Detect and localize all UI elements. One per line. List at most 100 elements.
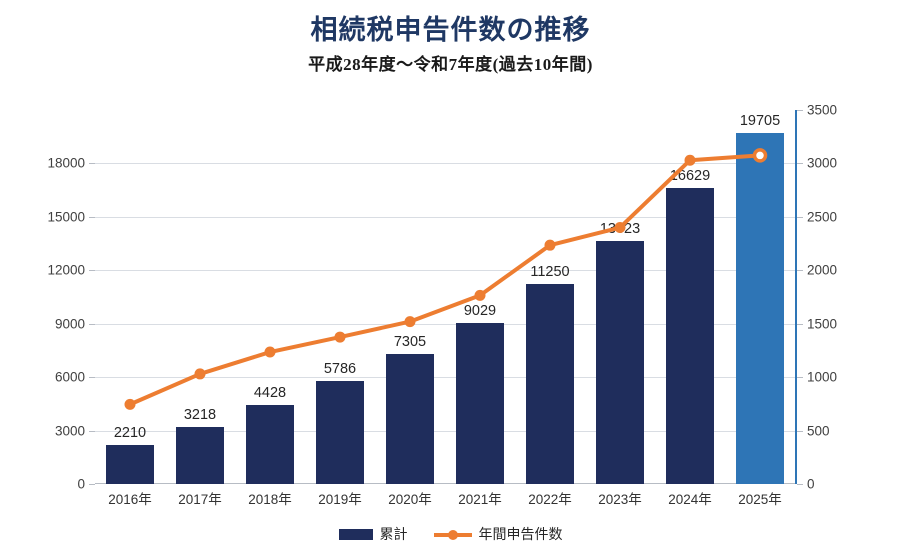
bar[interactable] (246, 405, 294, 484)
bar-slot: 13623 (585, 110, 655, 484)
gridline (95, 216, 795, 218)
right-axis-tickmark (797, 323, 803, 325)
left-axis-tickmark (89, 323, 95, 325)
line-data-point[interactable] (334, 331, 346, 343)
legend-bar-swatch-icon (338, 528, 373, 540)
line-data-point[interactable] (684, 154, 696, 166)
category-label: 2021年 (458, 492, 502, 507)
left-axis-tickmark (89, 163, 95, 165)
line-series-annual (124, 148, 768, 410)
category-label: 2023年 (598, 492, 642, 507)
bar-value-label: 2210 (113, 424, 147, 441)
bar-slot: 9029 (445, 110, 515, 484)
bar-value-label: 7305 (393, 333, 427, 350)
bar[interactable] (526, 283, 574, 484)
right-axis-tickmark (797, 216, 803, 218)
right-axis-line (795, 110, 797, 484)
gridline (95, 323, 795, 325)
category-label: 2019年 (318, 492, 362, 507)
line-path (128, 153, 762, 407)
bar-series-累計: 2210 3218 4428 5786 7305 9029 11250 1362316629 1… (95, 110, 795, 484)
bar-value-label: 19705 (739, 113, 781, 130)
line-data-point[interactable] (124, 398, 136, 410)
left-axis-tickmark (89, 430, 95, 432)
bar-slot: 5786 (305, 110, 375, 484)
bar[interactable] (666, 187, 714, 484)
bar-slot: 16629 (655, 110, 725, 484)
left-axis-tickmark (89, 270, 95, 272)
legend-label-cumulative: 累計 (379, 526, 408, 542)
chart-legend: 累計 年間申告件数 (0, 524, 901, 544)
line-data-point[interactable] (752, 148, 768, 163)
left-axis-tick: 12000 (47, 262, 85, 278)
right-axis-tick: 500 (807, 423, 830, 439)
legend-line-marker-icon (433, 529, 472, 540)
bar-value-label: 11250 (530, 263, 570, 280)
bar-value-label: 4428 (253, 385, 287, 402)
right-axis-tickmark (797, 110, 803, 111)
legend-item-annual[interactable]: 年間申告件数 (433, 524, 563, 544)
line-data-point[interactable] (194, 368, 206, 380)
bar-slot: 4428 (235, 110, 305, 484)
gridlines (95, 110, 795, 484)
right-axis-tickmark (797, 430, 803, 432)
right-axis-tick: 1500 (807, 316, 838, 332)
category-label: 2018年 (248, 492, 292, 507)
category-label: 2017年 (178, 492, 222, 507)
bar-slot: 11250 (515, 110, 585, 484)
legend-label-annual: 年間申告件数 (478, 526, 563, 542)
gridline (95, 163, 795, 165)
bar[interactable] (106, 444, 154, 484)
bar[interactable] (316, 380, 364, 484)
line-data-point[interactable] (474, 289, 486, 301)
gridline (95, 270, 795, 272)
bar-slot: 3218 (165, 110, 235, 484)
legend-item-cumulative[interactable]: 累計 (338, 524, 408, 544)
bar-value-label: 9029 (463, 303, 497, 320)
chart-subtitle: 平成28年度〜令和7年度(過去10年間) (308, 55, 593, 74)
right-axis-tickmark (797, 484, 803, 485)
line-data-point[interactable] (544, 239, 556, 251)
category-axis: 2016年 2017年 2018年 2019年 2020年 2021年 2022年 2023年… (95, 488, 795, 514)
right-axis-tick: 0 (807, 476, 815, 492)
left-axis-tick: 9000 (54, 316, 85, 332)
bar[interactable] (176, 426, 224, 484)
right-axis-tick: 1000 (807, 369, 838, 385)
bar[interactable] (456, 323, 504, 484)
bar-value-label: 3218 (183, 406, 217, 423)
right-axis-tick: 2000 (807, 262, 838, 278)
category-label: 2025年 (738, 492, 782, 507)
gridline (95, 430, 795, 432)
right-axis-tick: 3500 (807, 102, 838, 118)
line-data-point[interactable] (264, 346, 276, 358)
category-label: 2022年 (528, 492, 572, 507)
right-axis-tick: 2500 (807, 209, 838, 225)
plot-area: 0 3000 6000 9000 12000 15000 18000 0 500 1000 150… (47, 103, 837, 492)
right-axis-tickmark (797, 270, 803, 272)
bar-slot: 19705 (725, 110, 795, 484)
left-axis-tick: 0 (77, 476, 85, 492)
bar-slot: 7305 (375, 110, 445, 484)
chart-title: 相続税申告件数の推移 (310, 15, 591, 45)
left-axis-tickmark (89, 216, 95, 218)
line-data-point[interactable] (404, 316, 416, 328)
left-axis-tickmark (89, 377, 95, 379)
bar[interactable] (386, 353, 434, 484)
category-label: 2020年 (388, 492, 432, 507)
bar[interactable] (736, 133, 784, 484)
axis-baseline (95, 483, 795, 484)
line-data-point[interactable] (614, 222, 626, 234)
bar-value-label: 5786 (323, 360, 357, 377)
left-axis-tick: 18000 (47, 155, 85, 171)
left-axis-tick: 6000 (54, 369, 85, 385)
bar[interactable] (596, 241, 644, 484)
bar-slot: 2210 (95, 110, 165, 484)
right-axis-tickmark (797, 377, 803, 379)
left-axis-tick: 3000 (54, 423, 85, 439)
category-label: 2024年 (668, 492, 712, 507)
right-axis-tickmark (797, 163, 803, 165)
left-axis-tick: 15000 (47, 209, 85, 225)
gridline (95, 377, 795, 379)
left-axis-tickmark (89, 484, 95, 485)
